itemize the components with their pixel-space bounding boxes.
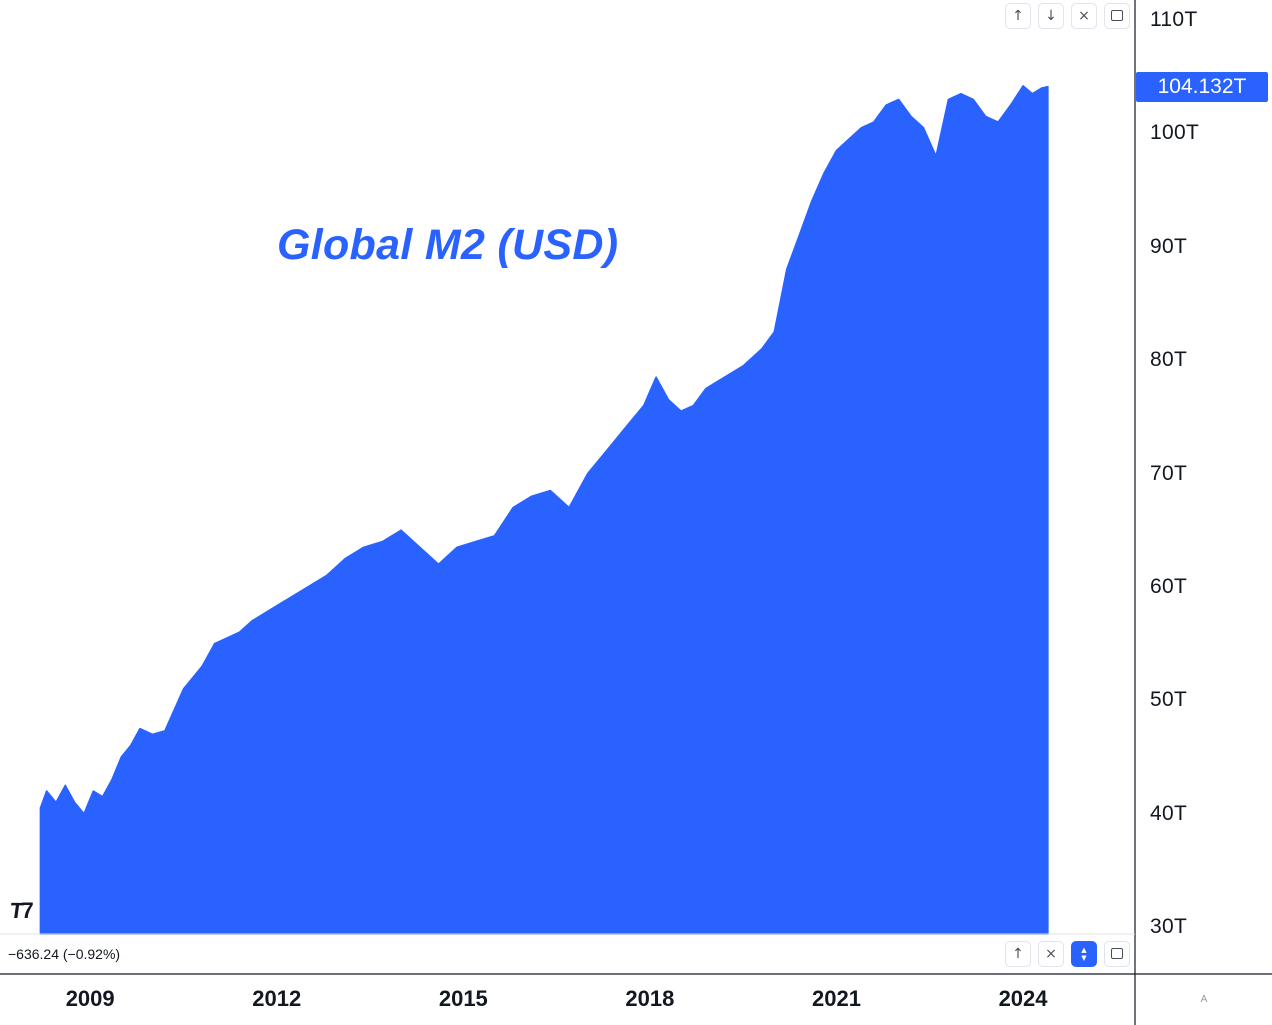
arrow-up-icon: ↑	[1012, 946, 1024, 962]
close-icon: ×	[1045, 946, 1057, 962]
collapse-pane-button[interactable]: ▲ ▼	[1071, 941, 1097, 967]
series-area	[39, 85, 1049, 935]
x-tick-label: 2024	[998, 986, 1048, 1011]
y-tick-label: 70T	[1150, 461, 1188, 485]
x-tick-label: 2021	[811, 986, 861, 1011]
close-pane-button[interactable]: ×	[1038, 941, 1064, 967]
close-pane-button[interactable]: ×	[1071, 3, 1097, 29]
arrow-down-icon: ↓	[1045, 8, 1057, 24]
up-down-arrows-icon: ▲ ▼	[1081, 946, 1087, 962]
auto-scale-button[interactable]: A	[1200, 994, 1208, 1005]
x-tick-label: 2009	[65, 986, 115, 1011]
y-tick-label: 30T	[1150, 915, 1188, 938]
close-icon: ×	[1078, 8, 1090, 24]
series-area-group	[39, 85, 1049, 935]
maximize-pane-button[interactable]	[1104, 3, 1130, 29]
y-tick-label: 80T	[1150, 348, 1188, 372]
y-tick-label: 40T	[1150, 801, 1188, 825]
y-tick-label: 90T	[1150, 234, 1188, 258]
y-tick-label: 110T	[1150, 8, 1198, 31]
move-up-button[interactable]: ↑	[1005, 3, 1031, 29]
y-tick-label: 50T	[1150, 688, 1188, 712]
move-up-button[interactable]: ↑	[1005, 941, 1031, 967]
y-tick-label: 100T	[1150, 121, 1200, 145]
maximize-pane-button[interactable]	[1104, 941, 1130, 967]
move-down-button[interactable]: ↓	[1038, 3, 1064, 29]
x-tick-label: 2018	[625, 986, 675, 1011]
last-price-label: 104.132T	[1136, 72, 1268, 102]
x-tick-label: 2015	[438, 986, 488, 1011]
tradingview-logo[interactable]: T7	[8, 898, 33, 923]
change-readout: −636.24 (−0.92%)	[8, 946, 121, 962]
maximize-icon	[1111, 9, 1123, 21]
arrow-up-icon: ↑	[1012, 8, 1024, 24]
chart-title: Global M2 (USD)	[277, 221, 619, 269]
x-tick-label: 2012	[252, 986, 302, 1011]
y-tick-label: 60T	[1150, 574, 1188, 598]
maximize-icon	[1111, 947, 1123, 959]
